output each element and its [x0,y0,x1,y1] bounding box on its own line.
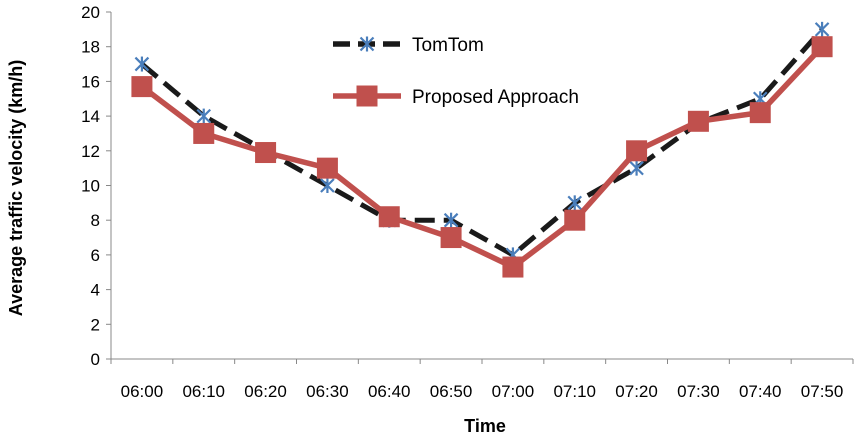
data-point-square [502,256,524,278]
data-point-asterisk [320,178,335,193]
x-tick-label: 06:20 [244,382,287,401]
x-tick-label: 07:10 [553,382,596,401]
y-tick-label: 8 [91,211,100,230]
y-tick-label: 2 [91,315,100,334]
series-line [140,27,824,258]
data-point-square [356,85,378,107]
data-point-asterisk [359,36,375,52]
data-point-asterisk [567,195,583,211]
x-tick-label: 06:30 [306,382,349,401]
data-point-asterisk [134,56,150,72]
legend-item: TomTom [333,35,484,56]
data-point-square [131,76,153,98]
y-tick-label: 20 [81,3,100,22]
x-tick-label: 07:50 [801,382,844,401]
x-axis-title: Time [464,416,506,436]
data-point-square [687,110,709,132]
y-tick-label: 16 [81,72,100,91]
x-tick-label: 07:00 [492,382,535,401]
axes [106,11,854,364]
data-point-asterisk [443,212,459,228]
y-axis-title: Average traffic velocity (km/h) [6,60,26,316]
series-proposed-approach [131,36,833,278]
series-lines [131,21,833,278]
data-point-square [440,227,462,249]
y-tick-label: 18 [81,38,100,57]
x-tick-label: 06:00 [121,382,164,401]
data-point-square [564,209,586,231]
data-point-square [749,102,771,124]
data-point-square [378,206,400,228]
series-line [140,44,825,270]
x-tick-label: 06:50 [430,382,473,401]
x-tick-label: 06:10 [182,382,225,401]
data-point-square [811,36,833,58]
x-tick-label: 07:20 [615,382,658,401]
y-tick-label: 0 [91,350,100,369]
legend: TomTom Proposed Approach [333,35,579,108]
y-tick-label: 4 [91,281,100,300]
legend-label: TomTom [412,35,484,56]
y-tick-labels: 0 2 4 6 8 10 12 14 16 18 20 [81,3,100,369]
y-tick-label: 6 [91,246,100,265]
data-point-square [193,122,215,144]
legend-item: Proposed Approach [333,85,579,108]
data-point-asterisk [629,160,644,176]
data-point-square [626,140,648,162]
y-tick-label: 10 [81,177,100,196]
data-point-asterisk [196,108,212,124]
x-tick-label: 07:30 [677,382,720,401]
x-tick-labels: 06:00 06:10 06:20 06:30 06:40 06:50 07:00 07:10… [121,382,844,401]
legend-label: Proposed Approach [412,87,579,108]
y-tick-label: 14 [81,107,100,126]
data-point-square [255,142,277,164]
y-tick-label: 12 [81,142,100,161]
x-tick-label: 07:40 [739,382,782,401]
data-point-square [316,157,338,179]
data-point-asterisk [814,21,830,37]
x-tick-label: 06:40 [368,382,411,401]
